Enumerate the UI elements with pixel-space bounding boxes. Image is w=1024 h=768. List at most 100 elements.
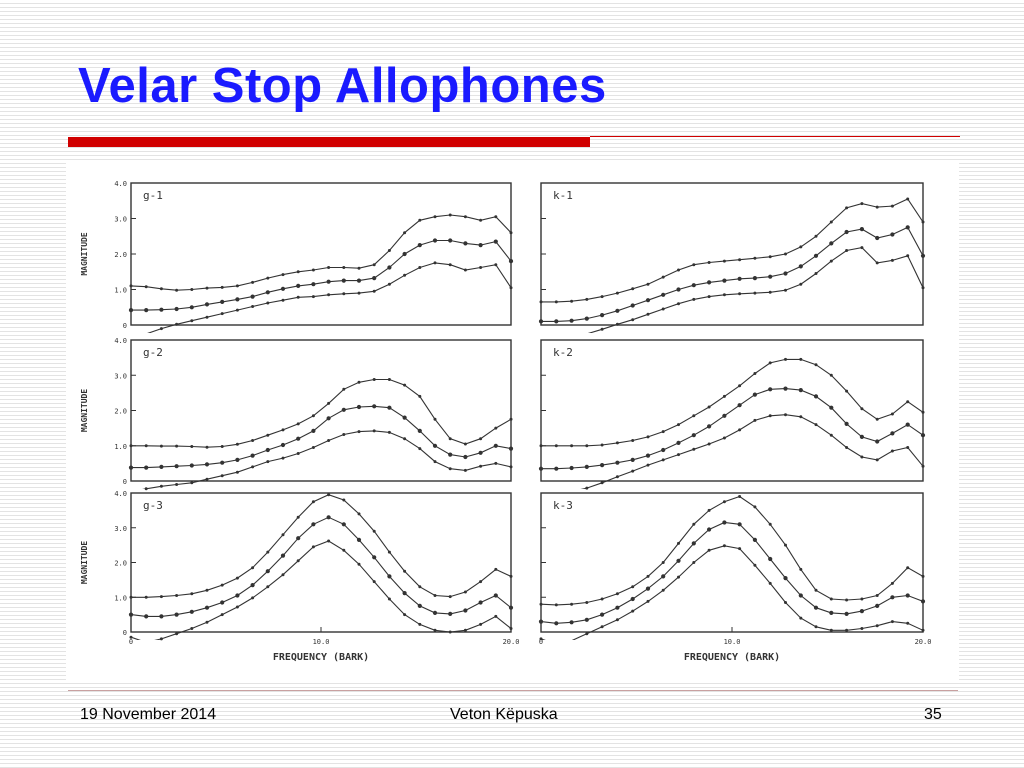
series-lower-point xyxy=(615,475,619,479)
x-tick-label: 20.0 xyxy=(503,638,520,646)
series-upper-point xyxy=(738,495,742,498)
series-lower-point xyxy=(281,456,285,460)
series-lower-point xyxy=(722,544,726,548)
series-upper-point xyxy=(784,357,787,361)
series-mean-point xyxy=(584,464,589,469)
series-lower-point xyxy=(175,632,179,636)
series-upper-point xyxy=(921,220,925,224)
series-mean-point xyxy=(768,556,773,562)
series-upper-line xyxy=(131,378,511,448)
series-mean-point xyxy=(326,279,331,284)
series-upper-point xyxy=(342,498,346,502)
y-tick-label: 0 xyxy=(123,629,127,637)
series-mean-point xyxy=(722,413,727,418)
series-upper-point xyxy=(281,533,285,537)
series-upper-point xyxy=(722,394,726,398)
series-upper-point xyxy=(615,441,619,445)
series-mean-point xyxy=(174,612,179,617)
series-upper-point xyxy=(814,234,818,238)
series-mean-point xyxy=(189,305,194,310)
series-upper-point xyxy=(403,569,407,573)
series-upper-point xyxy=(677,541,680,545)
series-upper-point xyxy=(768,522,772,526)
series-mean-point xyxy=(645,298,651,303)
x-tick-label: 0 xyxy=(129,638,133,646)
series-upper-point xyxy=(418,218,422,222)
y-axis-label: MAGNITUDE xyxy=(80,541,89,585)
series-mean-point xyxy=(569,465,574,471)
series-mean-point xyxy=(220,600,225,605)
series-upper-point xyxy=(600,597,604,601)
panel-label-k-3: k-3 xyxy=(553,499,573,512)
series-lower-point xyxy=(600,327,604,331)
series-upper-point xyxy=(357,512,361,516)
series-mean-point xyxy=(372,276,377,281)
series-mean-point xyxy=(432,238,438,243)
series-upper-point xyxy=(600,295,604,299)
series-lower-point xyxy=(175,322,179,326)
series-lower-point xyxy=(129,635,133,639)
series-mean-point xyxy=(402,251,407,257)
y-tick-label: 0 xyxy=(123,322,127,330)
series-upper-point xyxy=(570,299,574,303)
series-upper-point xyxy=(494,567,498,571)
y-tick-label: 1.0 xyxy=(114,443,127,451)
footer-rule xyxy=(68,690,958,691)
y-tick-label: 4.0 xyxy=(114,337,127,345)
series-lower-line xyxy=(147,262,511,333)
series-lower-point xyxy=(418,447,422,451)
series-mean-point xyxy=(402,415,407,420)
series-mean-point xyxy=(829,241,834,246)
series-mean-point xyxy=(645,453,651,458)
series-mean-point xyxy=(265,569,270,574)
series-mean-point xyxy=(722,278,727,283)
series-mean-point xyxy=(265,290,270,295)
series-upper-point xyxy=(585,444,589,448)
series-mean-point xyxy=(737,276,742,281)
series-upper-point xyxy=(372,263,376,267)
series-upper-point xyxy=(631,439,635,442)
series-mean-point xyxy=(387,574,392,579)
series-lower-point xyxy=(327,293,331,297)
series-upper-point xyxy=(677,423,680,427)
series-mean-point xyxy=(159,464,164,469)
series-mean-point xyxy=(890,232,895,237)
series-mean-point xyxy=(341,278,346,283)
series-lower-point xyxy=(615,618,619,622)
series-lower-point xyxy=(799,415,803,419)
series-upper-point xyxy=(129,595,133,599)
y-tick-label: 1.0 xyxy=(114,594,127,602)
series-upper-point xyxy=(799,245,803,249)
series-upper-point xyxy=(661,561,665,564)
series-lower-point xyxy=(418,622,422,626)
series-upper-point xyxy=(144,444,148,448)
series-lower-point xyxy=(448,630,452,634)
series-mean-point xyxy=(661,574,666,579)
series-upper-point xyxy=(585,297,589,301)
series-mean-point xyxy=(584,316,589,321)
series-upper-point xyxy=(448,213,452,217)
series-upper-point xyxy=(281,428,285,432)
panel-frame-g-1 xyxy=(130,182,512,326)
series-upper-point xyxy=(631,287,635,291)
series-mean-point xyxy=(661,447,666,453)
series-upper-point xyxy=(463,215,467,219)
footer-page-number: 35 xyxy=(924,706,942,723)
series-lower-point xyxy=(631,609,635,613)
series-upper-point xyxy=(890,581,894,585)
series-mean-point xyxy=(478,450,483,455)
series-lower-point xyxy=(646,463,650,467)
series-lower-point xyxy=(235,308,239,312)
panel-label-k-2: k-2 xyxy=(553,346,573,359)
series-mean-point xyxy=(768,274,773,279)
series-mean-point xyxy=(356,278,362,283)
series-upper-point xyxy=(266,550,270,554)
series-upper-point xyxy=(433,215,437,219)
series-upper-point xyxy=(829,373,833,377)
series-lower-point xyxy=(372,429,376,433)
series-lower-point xyxy=(661,588,665,592)
series-mean-point xyxy=(296,436,301,441)
y-tick-label: 2.0 xyxy=(114,251,127,259)
series-mean-point xyxy=(615,308,620,313)
series-lower-point xyxy=(600,625,604,629)
